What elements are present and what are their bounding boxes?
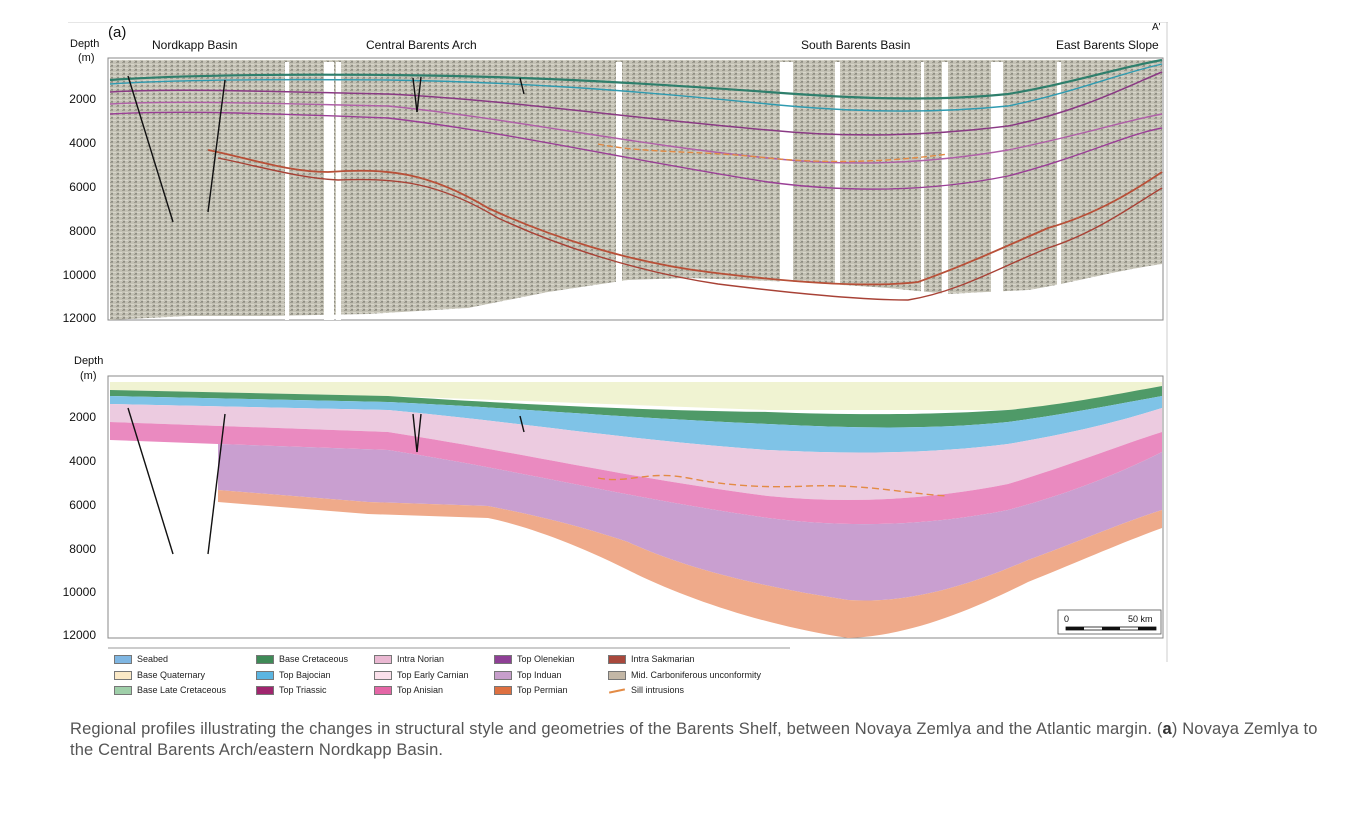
legend-label: Sill intrusions bbox=[631, 685, 685, 695]
legend-label: Top Early Carnian bbox=[397, 670, 469, 680]
legend-label: Intra Sakmarian bbox=[631, 654, 695, 664]
legend-swatch bbox=[114, 654, 132, 664]
top-tick: 12000 bbox=[62, 311, 96, 325]
legend-swatch bbox=[374, 685, 392, 695]
legend-label: Top Induan bbox=[517, 670, 562, 680]
legend-item: Top Permian bbox=[494, 683, 568, 697]
legend-label: Top Triassic bbox=[279, 685, 327, 695]
legend-label: Base Late Cretaceous bbox=[137, 685, 227, 695]
bottom-tick: 8000 bbox=[69, 542, 96, 556]
region-central: Central Barents Arch bbox=[366, 38, 477, 52]
legend-label: Base Cretaceous bbox=[279, 654, 349, 664]
scale-bar-start: 0 bbox=[1064, 614, 1070, 624]
caption-panel-letter: a bbox=[1162, 720, 1172, 738]
legend-swatch bbox=[608, 670, 626, 680]
legend-swatch bbox=[114, 670, 132, 680]
legend-label: Top Anisian bbox=[397, 685, 444, 695]
legend-item: Top Olenekian bbox=[494, 652, 575, 666]
sill-line-swatch bbox=[608, 686, 626, 695]
legend-item: Base Late Cretaceous bbox=[114, 683, 226, 697]
top-tick: 8000 bbox=[69, 224, 96, 238]
bottom-tick: 4000 bbox=[69, 454, 96, 468]
depth-unit-top: (m) bbox=[78, 52, 95, 64]
panel-label: (a) bbox=[108, 24, 127, 41]
legend-label: Top Bajocian bbox=[279, 670, 331, 680]
legend-swatch bbox=[608, 654, 626, 664]
legend-swatch bbox=[256, 685, 274, 695]
legend-item: Intra Sakmarian bbox=[608, 652, 695, 666]
legend-label: Base Quaternary bbox=[137, 670, 206, 680]
legend-swatch bbox=[494, 685, 512, 695]
legend-label: Mid. Carboniferous unconformity bbox=[631, 670, 762, 680]
depth-unit-bottom: (m) bbox=[80, 370, 97, 382]
bottom-tick: 6000 bbox=[69, 498, 96, 512]
top-tick: 10000 bbox=[62, 268, 96, 282]
top-tick: 4000 bbox=[69, 136, 96, 150]
legend: Seabed Base Quaternary Base Late Cretace… bbox=[108, 648, 798, 696]
figure-caption: Regional profiles illustrating the chang… bbox=[70, 719, 1332, 761]
corner-label: A' bbox=[1152, 22, 1161, 33]
region-south: South Barents Basin bbox=[801, 38, 911, 52]
legend-label: Intra Norian bbox=[397, 654, 445, 664]
figure-frame bbox=[68, 22, 1168, 662]
legend-item: Top Induan bbox=[494, 668, 562, 682]
interpreted-section bbox=[107, 375, 1164, 639]
legend-item: Mid. Carboniferous unconformity bbox=[608, 668, 761, 682]
legend-label: Top Olenekian bbox=[517, 654, 575, 664]
legend-item: Base Quaternary bbox=[114, 668, 205, 682]
bottom-tick: 12000 bbox=[62, 628, 96, 642]
depth-label-top: Depth bbox=[70, 38, 100, 50]
top-tick: 6000 bbox=[69, 180, 96, 194]
bottom-tick: 10000 bbox=[62, 585, 96, 599]
legend-swatch bbox=[256, 670, 274, 680]
region-east: East Barents Slope bbox=[1056, 38, 1159, 52]
legend-swatch bbox=[374, 670, 392, 680]
legend-swatch bbox=[494, 654, 512, 664]
legend-item: Base Cretaceous bbox=[256, 652, 348, 666]
legend-swatch bbox=[256, 654, 274, 664]
legend-label: Top Permian bbox=[517, 685, 568, 695]
seismic-section bbox=[107, 57, 1164, 321]
legend-swatch bbox=[114, 685, 132, 695]
top-tick: 2000 bbox=[69, 92, 96, 106]
region-nordkapp: Nordkapp Basin bbox=[152, 38, 238, 52]
legend-item: Top Anisian bbox=[374, 683, 443, 697]
scale-bar-end: 50 km bbox=[1128, 614, 1153, 624]
legend-swatch bbox=[494, 670, 512, 680]
caption-text-start: Regional profiles illustrating the chang… bbox=[70, 720, 1163, 738]
legend-label: Seabed bbox=[137, 654, 169, 664]
legend-item: Sill intrusions bbox=[608, 683, 684, 697]
bottom-tick: 2000 bbox=[69, 410, 96, 424]
depth-label-bottom: Depth bbox=[74, 355, 104, 367]
legend-item: Seabed bbox=[114, 652, 168, 666]
legend-item: Intra Norian bbox=[374, 652, 444, 666]
legend-item: Top Bajocian bbox=[256, 668, 331, 682]
legend-item: Top Triassic bbox=[256, 683, 327, 697]
seismic-figure: (a) A' Depth (m) Nordkapp Basin Central … bbox=[63, 22, 1168, 662]
legend-swatch bbox=[374, 654, 392, 664]
legend-item: Top Early Carnian bbox=[374, 668, 469, 682]
caption-text-end: ) Novaya Zemlya to the Central Barents A… bbox=[70, 720, 1318, 759]
